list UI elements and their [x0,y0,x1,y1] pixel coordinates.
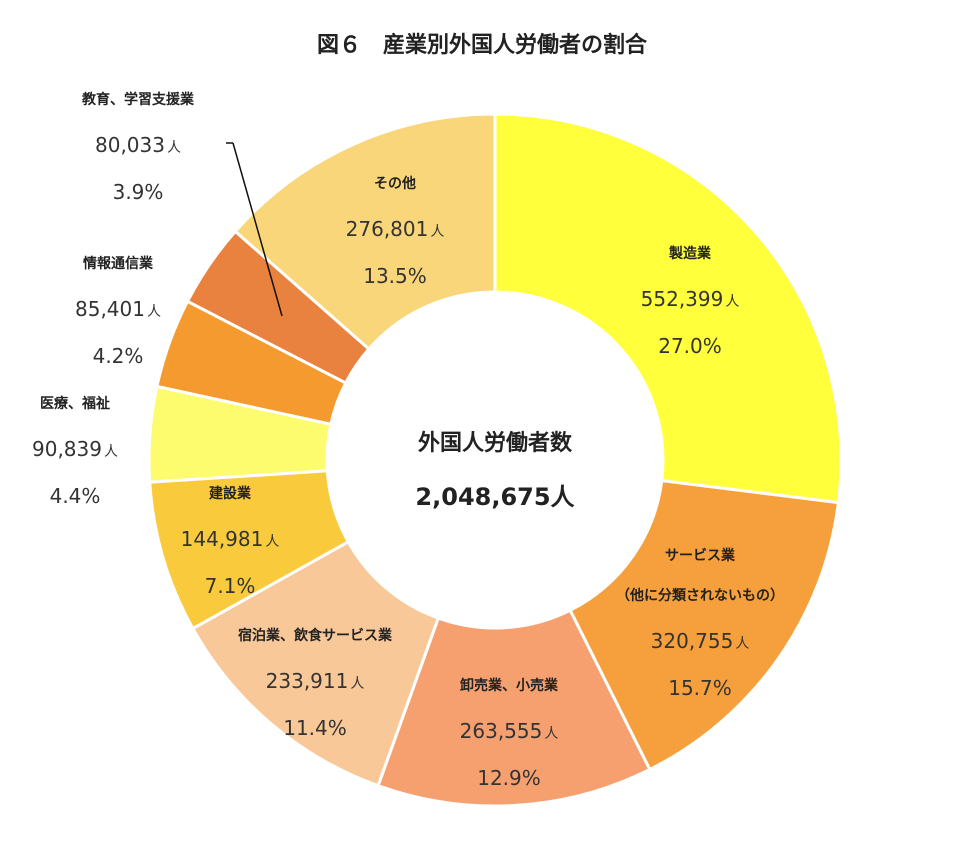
category-label: 建設業 [209,485,252,502]
percent-label: 7.1% [205,574,256,598]
slice-label-2: 卸売業、小売業 263,555 人 12.9% [460,677,559,790]
value-label: 233,911 人 [266,669,365,693]
chart-title: 図６ 産業別外国人労働者の割合 [317,32,648,58]
slice-label-0: 製造業 552,399 人 27.0% [641,245,740,358]
category-label: その他 [374,175,416,192]
value-label: 85,401 人 [75,297,161,321]
value-label: 552,399 人 [641,287,740,311]
percent-label: 4.4% [50,484,101,508]
center-label: 外国人労働者数 [418,430,573,456]
leader-line [232,142,283,317]
slice-label-5: 医療、福祉 90,839 人 4.4% [32,395,118,508]
percent-label: 13.5% [363,264,427,288]
category-label: （他に分類されないもの） [616,587,784,604]
category-label: 宿泊業、飲食サービス業 [238,627,393,644]
slice-label-6: 情報通信業 85,401 人 4.2% [75,255,161,368]
category-label: 情報通信業 [83,255,154,272]
category-label: 医療、福祉 [40,395,110,412]
percent-label: 12.9% [477,766,541,790]
value-label: 90,839 人 [32,437,118,461]
percent-label: 3.9% [113,180,164,204]
slice-labels: 製造業 552,399 人 27.0% サービス業 （他に分類されないもの） 320,755… [32,91,784,790]
slice-label-7: 教育、学習支援業 80,033 人 3.9% [82,91,195,204]
value-label: 263,555 人 [460,719,559,743]
slice-label-1: サービス業 （他に分類されないもの） 320,755 人 15.7% [616,547,784,700]
slices [147,112,843,808]
slice-0 [493,112,843,505]
slice-label-4: 建設業 144,981 人 7.1% [181,485,280,598]
value-label: 80,033 人 [95,133,181,157]
slice-8 [233,112,497,352]
value-label: 144,981 人 [181,527,280,551]
category-label: 製造業 [668,245,712,262]
percent-label: 4.2% [93,344,144,368]
value-label: 276,801 人 [346,217,445,241]
category-label: サービス業 [665,547,736,564]
percent-label: 15.7% [668,676,732,700]
value-label: 320,755 人 [651,629,750,653]
slice-label-3: 宿泊業、飲食サービス業 233,911 人 11.4% [238,627,393,740]
slice-label-8: その他 276,801 人 13.5% [346,175,445,288]
category-label: 卸売業、小売業 [460,677,559,694]
percent-label: 27.0% [658,334,722,358]
center-value: 2,048,675人 [415,483,574,511]
slice-1 [568,479,841,772]
slice-3 [190,539,441,788]
slice-2 [376,608,652,808]
percent-label: 11.4% [283,716,347,740]
category-label: 教育、学習支援業 [82,91,195,108]
